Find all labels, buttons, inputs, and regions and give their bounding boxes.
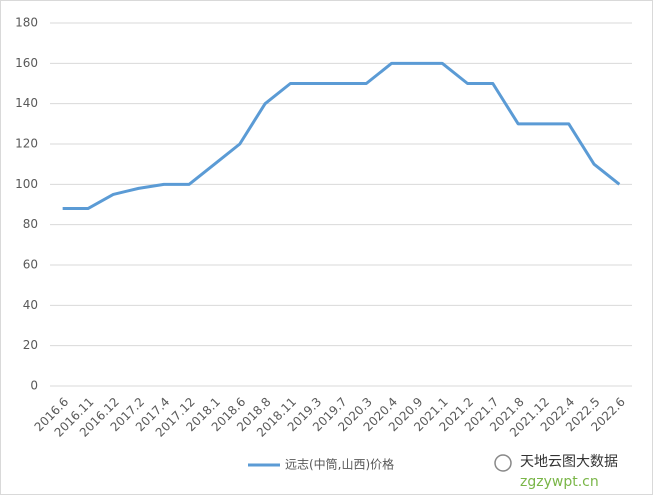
y-tick-label: 120	[15, 137, 38, 151]
y-tick-label: 100	[15, 177, 38, 191]
y-tick-label: 0	[30, 379, 38, 393]
legend-label: 远志(中筒,山西)价格	[285, 457, 394, 472]
y-tick-label: 20	[23, 338, 38, 352]
y-tick-label: 160	[15, 56, 38, 70]
y-tick-label: 140	[15, 96, 38, 110]
watermark-url: zgzywpt.cn	[520, 474, 599, 490]
y-tick-label: 60	[23, 258, 38, 272]
y-tick-label: 80	[23, 217, 38, 231]
y-tick-label: 40	[23, 298, 38, 312]
watermark-name: 天地云图大数据	[520, 454, 618, 470]
line-series	[62, 61, 621, 211]
watermark-icon	[494, 454, 512, 472]
y-tick-label: 180	[15, 16, 38, 30]
